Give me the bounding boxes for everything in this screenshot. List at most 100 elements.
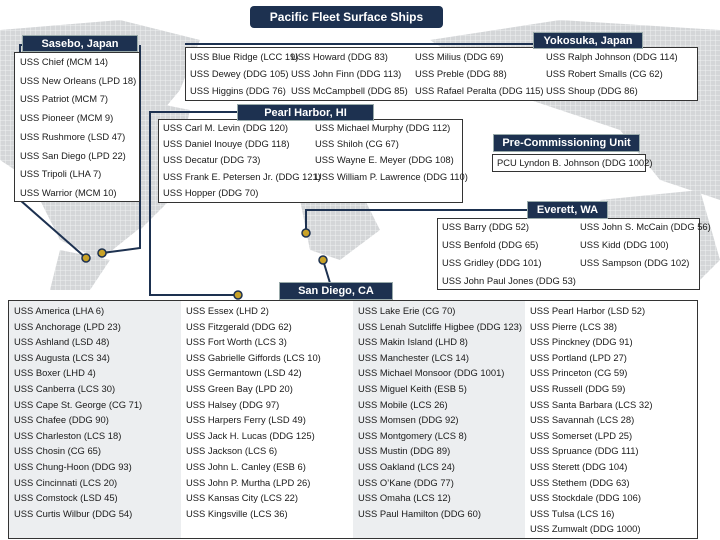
ship-name: USS Green Bay (LPD 20) xyxy=(186,383,293,394)
ship-name: USS Blue Ridge (LCC 19) xyxy=(190,51,299,62)
ship-name: USS Sampson (DDG 102) xyxy=(580,257,690,268)
ship-name: USS Augusta (LCS 34) xyxy=(14,351,110,363)
ship-name: USS Lenah Sutcliffe Higbee (DDG 123) xyxy=(358,320,522,332)
ship-name: USS Makin Island (LHD 8) xyxy=(358,336,468,348)
ship-name: USS Portland (LPD 27) xyxy=(530,351,627,363)
ship-name: USS O’Kane (DDG 77) xyxy=(358,476,454,488)
ship-name: USS San Diego (LPD 22) xyxy=(20,149,126,161)
ship-name: USS Kansas City (LCS 22) xyxy=(186,492,299,504)
ship-name: USS America (LHA 6) xyxy=(14,305,105,316)
ship-name: USS Kidd (DDG 100) xyxy=(580,239,669,250)
title: Pacific Fleet Surface Ships xyxy=(250,6,443,28)
ship-name: USS Decatur (DDG 73) xyxy=(163,154,261,166)
ship-name: USS Oakland (LCS 24) xyxy=(358,461,455,472)
ship-name: USS Santa Barbara (LCS 32) xyxy=(530,398,653,410)
ship-name: USS John S. McCain (DDG 56) xyxy=(580,221,711,232)
ship-name: USS William P. Lawrence (DDG 110) xyxy=(315,170,468,182)
ship-name: USS Rafael Peralta (DDG 115) xyxy=(415,84,544,96)
ship-name: USS Comstock (LSD 45) xyxy=(14,492,118,504)
ship-name: USS Essex (LHD 2) xyxy=(186,305,269,316)
ship-name: USS Daniel Inouye (DDG 118) xyxy=(163,138,290,150)
location-box xyxy=(437,218,700,290)
ship-name: USS Patriot (MCM 7) xyxy=(20,93,109,105)
column-shade xyxy=(353,301,525,538)
ship-name: USS Fort Worth (LCS 3) xyxy=(186,336,287,348)
ship-name: USS Frank E. Petersen Jr. (DDG 121) xyxy=(163,170,321,182)
ship-name: USS Tulsa (LCS 16) xyxy=(530,507,615,519)
ship-name: USS Chafee (DDG 90) xyxy=(14,414,109,426)
ship-name: USS Ashland (LSD 48) xyxy=(14,336,110,348)
ship-name: USS Spruance (DDG 111) xyxy=(530,445,639,457)
ship-name: USS Michael Murphy (DDG 112) xyxy=(315,122,451,133)
ship-name: USS Hopper (DDG 70) xyxy=(163,186,259,198)
ship-name: USS Chung-Hoon (DDG 93) xyxy=(14,461,132,472)
ship-name: USS Stethem (DDG 63) xyxy=(530,476,630,488)
ship-name: USS Canberra (LCS 30) xyxy=(14,383,116,394)
location-box xyxy=(185,47,698,101)
ship-name: PCU Lyndon B. Johnson (DDG 1002) xyxy=(497,157,653,168)
ship-name: USS John Paul Jones (DDG 53) xyxy=(442,275,576,286)
location-label: Sasebo, Japan xyxy=(22,35,138,52)
ship-name: USS Howard (DDG 83) xyxy=(291,51,388,62)
ship-name: USS Higgins (DDG 76) xyxy=(190,84,286,96)
ship-name: USS Ralph Johnson (DDG 114) xyxy=(546,51,678,62)
ship-name: USS Stockdale (DDG 106) xyxy=(530,492,641,504)
ship-name: USS Mustin (DDG 89) xyxy=(358,445,451,457)
ship-name: USS Germantown (LSD 42) xyxy=(186,367,302,379)
location-label: Pre-Commissioning Unit xyxy=(493,134,640,152)
location-label: San Diego, CA xyxy=(279,282,393,300)
ship-name: USS Wayne E. Meyer (DDG 108) xyxy=(315,154,454,166)
ship-name: USS Paul Hamilton (DDG 60) xyxy=(358,507,481,519)
ship-name: USS Gabrielle Giffords (LCS 10) xyxy=(186,351,321,363)
ship-name: USS Warrior (MCM 10) xyxy=(20,186,117,198)
ship-name: USS Zumwalt (DDG 1000) xyxy=(530,523,641,535)
ship-name: USS Savannah (LCS 28) xyxy=(530,414,635,426)
ship-name: USS Milius (DDG 69) xyxy=(415,51,504,62)
ship-name: USS Dewey (DDG 105) xyxy=(190,67,289,79)
location-box xyxy=(492,154,646,172)
ship-name: USS Miguel Keith (ESB 5) xyxy=(358,383,467,394)
ship-name: USS Pearl Harbor (LSD 52) xyxy=(530,305,646,316)
connector-lines xyxy=(19,43,533,296)
ship-name: USS Momsen (DDG 92) xyxy=(358,414,459,426)
location-label: Yokosuka, Japan xyxy=(533,32,643,49)
ship-name: USS Pioneer (MCM 9) xyxy=(20,112,114,124)
ship-name: USS Mobile (LCS 26) xyxy=(358,398,448,410)
ship-name: USS Shiloh (CG 67) xyxy=(315,138,399,150)
ship-name: USS Gridley (DDG 101) xyxy=(442,257,542,268)
ship-name: USS McCampbell (DDG 85) xyxy=(291,84,408,96)
ship-name: USS Tripoli (LHA 7) xyxy=(20,168,102,180)
ship-name: USS Harpers Ferry (LSD 49) xyxy=(186,414,306,426)
ship-name: USS Charleston (LCS 18) xyxy=(14,429,122,441)
ship-name: USS Cape St. George (CG 71) xyxy=(14,398,143,410)
ship-name: USS Halsey (DDG 97) xyxy=(186,398,280,410)
ship-name: USS Curtis Wilbur (DDG 54) xyxy=(14,507,133,519)
ship-name: USS Anchorage (LPD 23) xyxy=(14,320,121,332)
ship-name: USS Pierre (LCS 38) xyxy=(530,320,618,332)
ship-name: USS John P. Murtha (LPD 26) xyxy=(186,476,311,488)
location-box xyxy=(14,52,140,202)
ship-name: USS Fitzgerald (DDG 62) xyxy=(186,320,292,332)
ship-name: USS Somerset (LPD 25) xyxy=(530,429,633,441)
ship-name: USS Carl M. Levin (DDG 120) xyxy=(163,122,289,133)
ship-name: USS Jack H. Lucas (DDG 125) xyxy=(186,429,315,441)
location-box xyxy=(158,119,463,203)
ship-name: USS Chief (MCM 14) xyxy=(20,56,109,67)
ship-name: USS Rushmore (LSD 47) xyxy=(20,130,126,142)
ship-name: USS Montgomery (LCS 8) xyxy=(358,429,467,441)
column-shade xyxy=(9,301,181,538)
ship-name: USS Omaha (LCS 12) xyxy=(358,492,451,504)
ship-name: USS Lake Erie (CG 70) xyxy=(358,305,456,316)
ship-name: USS John Finn (DDG 113) xyxy=(291,67,402,79)
ship-name: USS Cincinnati (LCS 20) xyxy=(14,476,118,488)
ship-name: USS Barry (DDG 52) xyxy=(442,221,529,232)
ship-name: USS Shoup (DDG 86) xyxy=(546,84,638,96)
ship-name: USS Princeton (CG 59) xyxy=(530,367,628,379)
ship-name: USS New Orleans (LPD 18) xyxy=(20,74,137,86)
location-label: Pearl Harbor, HI xyxy=(237,104,374,121)
ship-name: USS Sterett (DDG 104) xyxy=(530,461,628,472)
ship-name: USS Preble (DDG 88) xyxy=(415,67,507,79)
ship-name: USS Jackson (LCS 6) xyxy=(186,445,278,457)
ship-name: USS Manchester (LCS 14) xyxy=(358,351,469,363)
